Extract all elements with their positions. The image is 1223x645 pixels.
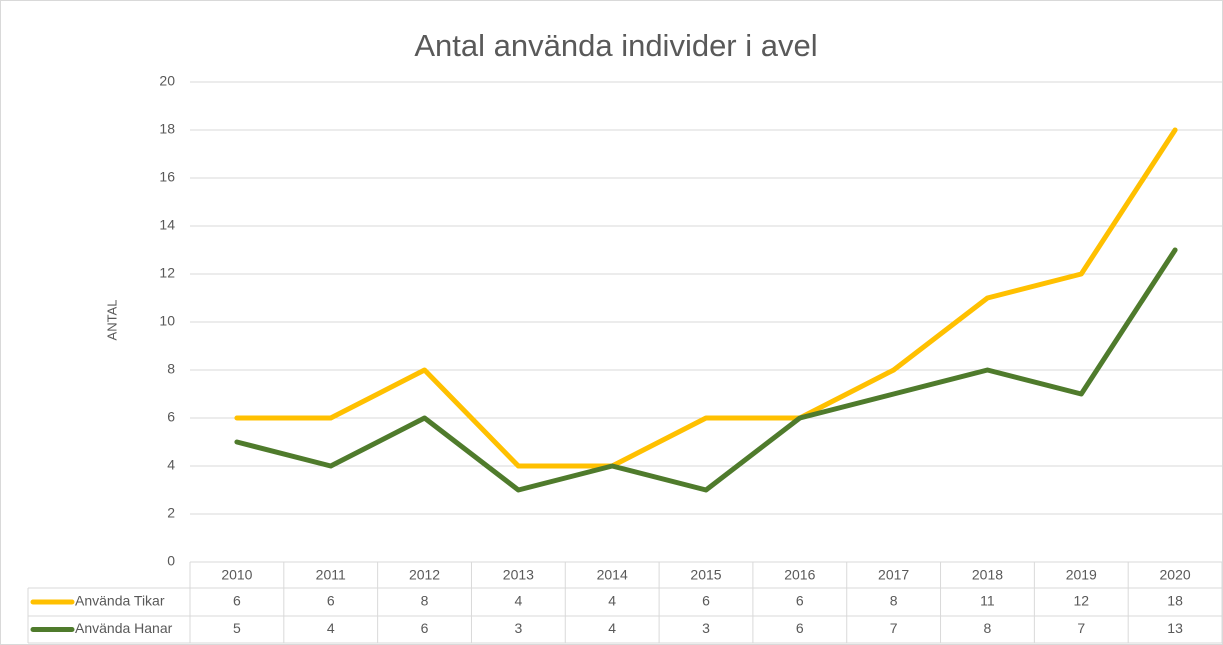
table-value: 3 [514,620,522,636]
y-tick-label: 14 [159,217,175,233]
chart-title: Antal använda individer i avel [414,28,817,63]
y-tick-label: 16 [159,169,175,185]
x-tick-label: 2010 [221,567,252,583]
x-tick-label: 2011 [316,567,346,583]
table-value: 12 [1073,593,1089,609]
table-value: 6 [702,593,710,609]
table-value: 4 [608,593,616,609]
table-value: 6 [796,620,804,636]
table-value: 3 [702,620,710,636]
table-value: 8 [421,593,429,609]
y-tick-label: 4 [167,457,175,473]
y-tick-label: 2 [167,505,175,521]
y-axis-label: ANTAL [104,300,119,341]
table-value: 8 [984,620,992,636]
table-value: 7 [890,620,898,636]
y-tick-label: 18 [159,121,175,137]
y-tick-label: 8 [167,361,175,377]
legend-label: Använda Tikar [75,593,165,609]
x-tick-label: 2019 [1066,567,1097,583]
x-tick-label: 2020 [1160,567,1191,583]
table-value: 6 [233,593,241,609]
table-value: 13 [1167,620,1183,636]
x-tick-label: 2013 [503,567,534,583]
series-line [234,247,1178,493]
table-value: 4 [608,620,616,636]
x-tick-label: 2017 [878,567,909,583]
x-tick-label: 2012 [409,567,440,583]
table-value: 8 [890,593,898,609]
y-tick-label: 20 [159,73,175,89]
y-tick-label: 6 [167,409,175,425]
legend-label: Använda Hanar [75,620,173,636]
table-value: 11 [980,593,995,609]
y-tick-label: 0 [167,553,175,569]
x-tick-label: 2018 [972,567,1003,583]
x-tick-label: 2015 [690,567,721,583]
table-value: 7 [1077,620,1085,636]
table-value: 6 [421,620,429,636]
series-line [234,127,1178,469]
y-tick-label: 12 [159,265,175,281]
x-tick-label: 2014 [597,567,628,583]
table-value: 4 [327,620,335,636]
table-value: 4 [514,593,522,609]
table-value: 6 [796,593,804,609]
table-value: 18 [1167,593,1183,609]
y-tick-label: 10 [159,313,175,329]
table-value: 6 [327,593,335,609]
table-value: 5 [233,620,241,636]
x-tick-label: 2016 [784,567,815,583]
